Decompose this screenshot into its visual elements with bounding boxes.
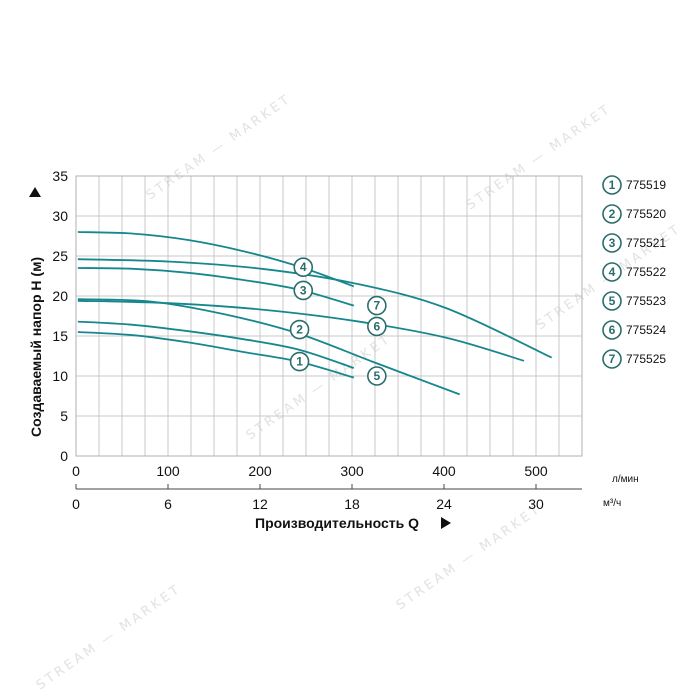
curve-marker-1: 1	[289, 351, 310, 372]
marker-number: 7	[373, 299, 380, 313]
watermark-layer: STREAM — MARKET STREAM — MARKET STREAM — M…	[34, 91, 685, 693]
x2-tick-label: 0	[72, 496, 80, 512]
y-tick-label: 25	[52, 248, 68, 264]
marker-number: 3	[300, 283, 307, 297]
legend-marker-number: 4	[609, 265, 616, 279]
curve-marker-3: 3	[293, 280, 314, 301]
watermark-text: STREAM — MARKET	[464, 101, 615, 213]
legend-marker-circle	[602, 291, 622, 311]
marker-number: 5	[373, 369, 380, 383]
x2-tick-label: 6	[164, 496, 172, 512]
legend-marker-number: 6	[609, 323, 616, 337]
marker-circle	[367, 366, 387, 386]
watermark-text: STREAM — MARKET	[244, 331, 395, 443]
y-tick-label: 10	[52, 368, 68, 384]
legend-marker-number: 1	[609, 178, 616, 192]
curve-marker-2: 2	[289, 319, 310, 340]
legend-item-775521: 3 775521	[602, 233, 666, 253]
marker-number: 6	[373, 319, 380, 333]
y-tick-label: 0	[60, 448, 68, 464]
legend-item-775520: 2 775520	[602, 204, 666, 224]
x2-tick-label: 12	[252, 496, 268, 512]
legend: 1 775519 2 775520 3 775521 4 775522 5 775523 6 7755…	[602, 175, 666, 369]
x-tick-label: 0	[72, 463, 80, 479]
x-unit-primary-label: л/мин	[612, 474, 639, 485]
curve-marker-4: 4	[293, 257, 314, 278]
marker-circle	[289, 351, 310, 372]
legend-marker-number: 7	[609, 352, 616, 366]
x-tick-label: 200	[248, 463, 272, 479]
legend-item-775522: 4 775522	[602, 262, 666, 282]
y-axis-title-group: Создаваемый напор H (м)	[28, 187, 44, 437]
curve-775523	[77, 298, 460, 396]
marker-circle	[367, 295, 387, 316]
legend-label: 775521	[626, 236, 666, 250]
x-axis-title: Производительность Q	[255, 515, 419, 531]
y-tick-label: 15	[52, 328, 68, 344]
x2-tick-label: 30	[528, 496, 544, 512]
y-axis-title: Создаваемый напор H (м)	[28, 257, 44, 437]
plot-area-border	[75, 175, 583, 457]
y-tick-label: 30	[52, 208, 68, 224]
y-axis-arrow-icon	[29, 187, 41, 197]
y-tick-label: 35	[52, 168, 68, 184]
legend-label: 775523	[626, 294, 666, 308]
curve-marker-7: 7	[367, 295, 387, 316]
legend-label: 775525	[626, 352, 666, 366]
legend-marker-circle	[602, 262, 622, 282]
x2-tick-label: 24	[436, 496, 452, 512]
y-tick-label: 5	[60, 408, 68, 424]
x-tick-label: 400	[432, 463, 456, 479]
marker-number: 1	[296, 355, 303, 369]
marker-number: 4	[300, 260, 307, 274]
watermark-text: STREAM — MARKET	[144, 91, 295, 203]
legend-marker-number: 5	[609, 294, 616, 308]
curve-marker-5: 5	[367, 366, 387, 386]
x-axis-title-group: Производительность Q	[255, 515, 451, 531]
x-tick-label: 500	[524, 463, 548, 479]
legend-marker-number: 2	[609, 207, 616, 221]
legend-label: 775519	[626, 178, 666, 192]
curve-markers: 4 3 7 6 2 1 5	[289, 257, 387, 386]
marker-circle	[289, 319, 310, 340]
marker-number: 2	[296, 323, 303, 337]
legend-marker-number: 3	[609, 236, 616, 250]
y-tick-label: 20	[52, 288, 68, 304]
x-tick-label: 300	[340, 463, 364, 479]
legend-marker-circle	[602, 233, 622, 253]
marker-circle	[293, 280, 314, 301]
legend-marker-circle	[602, 175, 622, 195]
legend-marker-circle	[602, 204, 622, 224]
grid	[75, 175, 583, 457]
marker-circle	[367, 316, 387, 337]
curve-775525	[77, 258, 553, 359]
x-tick-label: 100	[156, 463, 180, 479]
legend-label: 775522	[626, 265, 666, 279]
legend-item-775525: 7 775525	[602, 349, 666, 369]
curve-775520	[77, 320, 355, 369]
legend-label: 775524	[626, 323, 666, 337]
legend-item-775524: 6 775524	[602, 320, 666, 340]
plot-frame	[75, 175, 583, 457]
x-unit-secondary-label: м³/ч	[603, 498, 621, 509]
watermark-text: STREAM — MARKET	[34, 581, 185, 693]
marker-circle	[293, 257, 314, 278]
x-axis-arrow-icon	[441, 517, 451, 529]
legend-marker-circle	[602, 320, 622, 340]
x2-tick-label: 18	[344, 496, 360, 512]
legend-item-775523: 5 775523	[602, 291, 666, 311]
legend-marker-circle	[602, 349, 622, 369]
legend-label: 775520	[626, 207, 666, 221]
curve-marker-6: 6	[367, 316, 387, 337]
secondary-x-axis: 0 6 12 18 24 30	[72, 484, 582, 512]
legend-item-775519: 1 775519	[602, 175, 666, 195]
curve-775524	[77, 299, 525, 362]
